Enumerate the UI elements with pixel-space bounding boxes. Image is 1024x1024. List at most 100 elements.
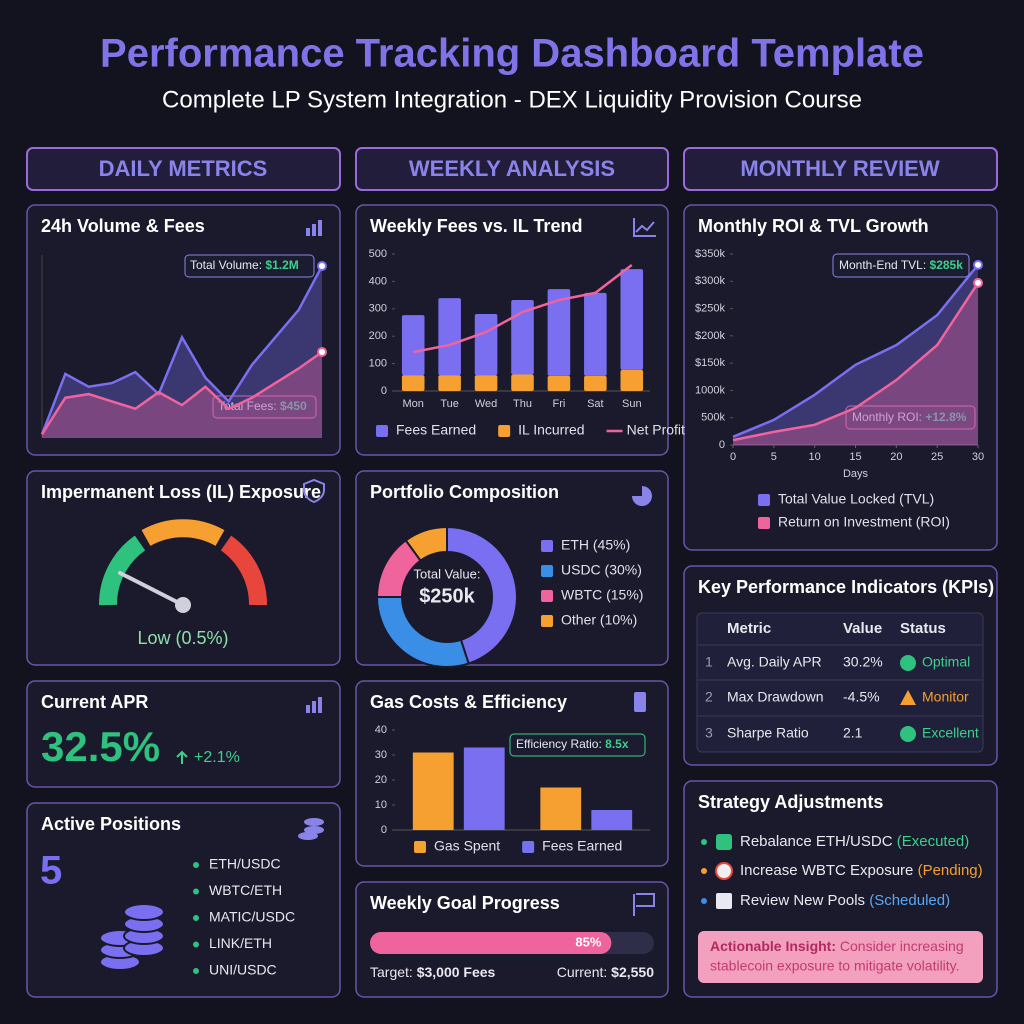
bar-segment [620,369,644,391]
bullet [193,888,199,895]
panel [26,680,341,788]
donut-center-label: Total Value: [414,566,481,581]
cell: Avg. Daily APR [727,654,822,670]
status-icon [900,655,916,671]
y-tick-label: $300k [695,275,725,287]
x-tick-label: Mon [403,398,424,410]
status-icon [900,726,916,742]
bar-segment [401,315,425,376]
position-item: LINK/ETH [209,935,272,951]
bar [412,752,454,830]
page-title: Performance Tracking Dashboard Template [100,32,924,76]
y-tick-label: 100 [369,358,387,370]
panel-title: Active Positions [41,814,181,834]
x-tick-label: 5 [771,451,777,463]
cell: Optimal [922,654,970,670]
x-tick-label: Thu [513,398,532,410]
end-dot [317,346,327,357]
y-tick-label: 500k [701,412,725,424]
positions-count: 5 [40,849,62,893]
line [732,282,980,442]
bullet [193,941,199,948]
annotation-value: 8.5x [605,737,629,751]
line [40,265,324,435]
strategy-item: Rebalance ETH/USDC (Executed) [701,833,969,850]
x-tick-label: Sat [587,398,604,410]
x-tick-label: Tue [440,398,459,410]
gauge-needle [118,571,185,607]
bar-segment [438,298,461,376]
cell: Monitor [922,689,969,705]
legend-swatch [376,425,388,437]
bar-segment [620,269,644,370]
bullet [701,868,707,874]
x-tick-label: 25 [931,451,943,463]
cell: Excellent [922,725,979,741]
legend-swatch [522,841,535,853]
item-icon [716,834,732,850]
progress-current: Current: $2,550 [557,964,655,980]
row-index: 2 [705,689,713,705]
gauge [98,519,268,606]
section-header [26,147,341,191]
item-text: Increase WBTC Exposure (Pending) [740,862,983,879]
item-label: Rebalance ETH/USDC [740,833,893,850]
cell: 30.2% [843,654,883,670]
coins-icon [99,903,165,971]
insight-text: stablecoin exposure to mitigate volatili… [710,958,960,974]
panel [683,204,998,551]
area-fill [42,351,322,438]
section-header [355,147,669,191]
donut-slice [446,525,518,665]
bar-segment [511,374,534,391]
legend-label: Total Value Locked (TVL) [778,491,934,507]
item-status: (Executed) [897,833,970,850]
table-header: Value [843,620,882,637]
y-tick-label: 30 [375,749,387,761]
donut-center-value: $250k [419,585,475,607]
y-tick-label: 400 [369,275,387,287]
progress-fill [370,932,612,954]
legend-swatch [541,540,553,552]
legend-swatch [758,517,770,529]
current-value: $2,550 [611,964,654,980]
bullet [193,862,199,868]
panel-title: Key Performance Indicators (KPIs) [698,577,994,597]
gauge-label: Low (0.5%) [137,628,228,648]
target-label: Target: [370,964,413,980]
current-label: Current: [557,964,608,980]
annotation-box [184,254,315,278]
up-arrow [176,750,188,764]
cell: Max Drawdown [727,689,823,705]
position-item: WBTC/ETH [209,882,282,898]
row-index: 1 [705,654,713,670]
gauge-hub [175,597,191,613]
line [40,350,323,436]
legend-label: WBTC (15%) [561,587,643,603]
bullet [193,968,199,974]
y-tick-label: $250k [695,302,725,314]
item-status: (Scheduled) [869,892,950,909]
annotation-label: Efficiency Ratio: [516,737,602,751]
panel-title: Weekly Goal Progress [370,893,560,913]
section-header [683,147,998,191]
bullet [193,915,199,921]
legend-label: Fees Earned [396,422,476,438]
cell: Sharpe Ratio [727,725,809,741]
panel-title: Current APR [41,692,148,712]
annotation-label: Month-End TVL: [839,258,926,272]
item-label: Increase WBTC Exposure [740,862,913,879]
annotation-label: Monthly ROI: [852,410,922,424]
annotation-box [212,395,317,419]
annotation-value: $1.2M [265,258,298,272]
item-text: Rebalance ETH/USDC (Executed) [740,833,969,850]
bullet [701,898,707,904]
end-dot [973,277,983,288]
insight-label: Actionable Insight: [710,938,836,954]
progress-label: 85% [575,934,601,949]
bar-segment [438,375,461,391]
annotation-box [509,733,646,757]
y-tick-label: 0 [381,385,387,397]
x-tick-label: 30 [972,451,984,463]
